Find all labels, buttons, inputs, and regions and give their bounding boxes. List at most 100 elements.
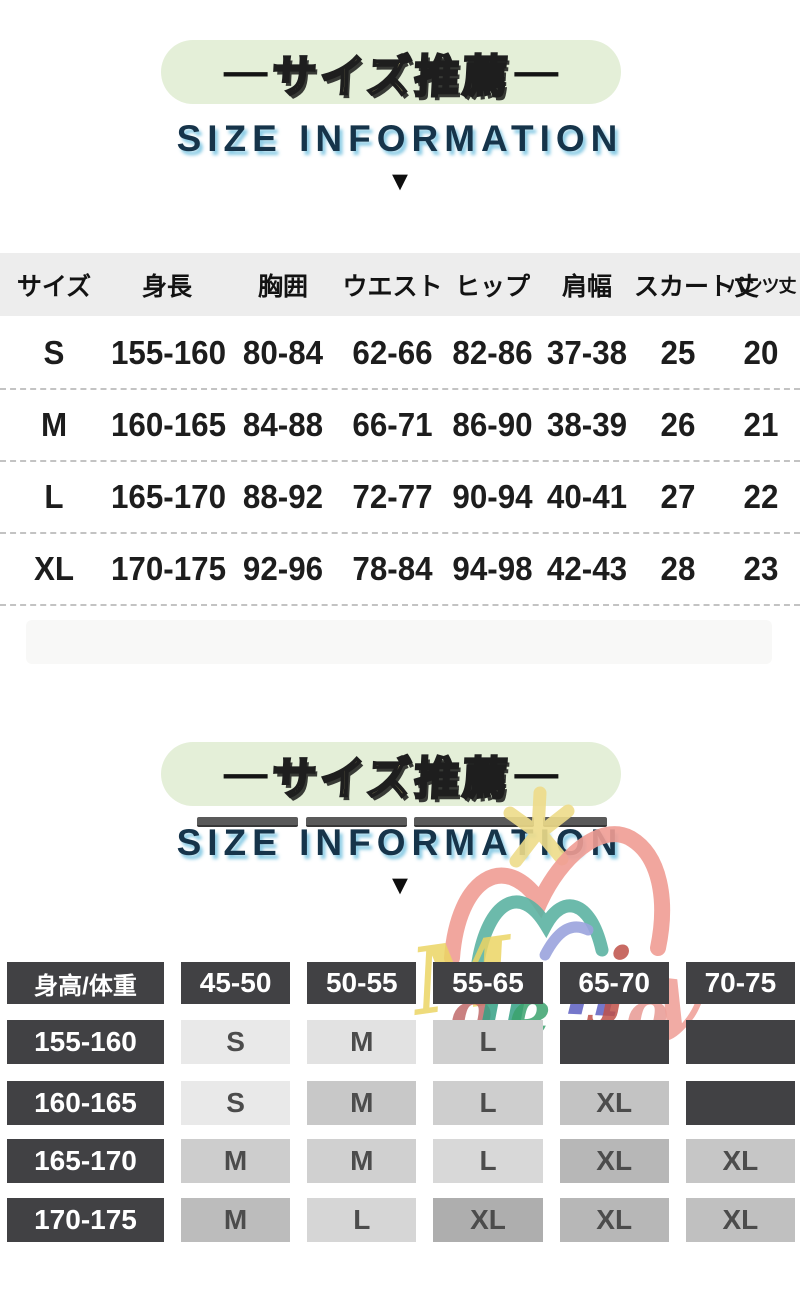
height-weight-header: 身高/体重	[7, 962, 164, 1004]
measurement-table-body: S 155-160 80-84 62-66 82-86 37-38 25 20 M 160-165…	[0, 318, 800, 606]
recommended-size-cell: XL	[433, 1198, 543, 1242]
measurement-value: 165-170	[110, 478, 227, 515]
size-label: L	[44, 478, 64, 515]
measurement-value: 86-90	[452, 406, 533, 443]
measurement-column-header: 肩幅	[561, 272, 612, 301]
section1-title-badge: — サイズ推薦 —	[161, 40, 621, 104]
recommended-size-cell: L	[307, 1198, 417, 1242]
measurement-value: 62-66	[352, 334, 433, 371]
measurement-value: 42-43	[546, 550, 628, 587]
recommended-size-cell: S	[181, 1020, 291, 1064]
height-range-label: 155-160	[7, 1020, 164, 1064]
weight-range-header: 55-65	[433, 962, 543, 1004]
recommended-size-cell: S	[181, 1081, 291, 1125]
measurement-column-header: サイズ	[16, 272, 92, 301]
badge-dash: —	[223, 47, 268, 96]
measurement-value: 27	[660, 478, 696, 515]
measurement-value: 40-41	[546, 478, 628, 515]
size-table-row: XL 170-175 92-96 78-84 94-98 42-43 28 23	[0, 534, 800, 606]
weight-range-header: 50-55	[307, 962, 417, 1004]
measurement-column-header: スカート丈	[634, 272, 760, 301]
section2-subtitle: SIZE INFORMATION	[176, 822, 624, 863]
measurement-value: 72-77	[352, 478, 433, 515]
unavailable-size-cell	[559, 1020, 669, 1064]
recommended-size-cell: XL	[559, 1081, 669, 1125]
measurement-value: 25	[660, 334, 696, 371]
measurement-value: 82-86	[452, 334, 533, 371]
measurement-value: 26	[660, 406, 696, 443]
measurement-value: 84-88	[242, 406, 324, 443]
measurement-value: 22	[743, 478, 779, 515]
measurement-value: 80-84	[242, 334, 324, 371]
measurement-value: 37-38	[546, 334, 628, 371]
divider-bar	[414, 817, 534, 827]
badge-dash: —	[514, 47, 559, 96]
unavailable-size-cell	[685, 1081, 795, 1125]
measurement-value: 28	[660, 550, 696, 587]
height-range-label: 170-175	[7, 1198, 164, 1242]
divider-bar	[543, 817, 607, 827]
badge-dash: —	[514, 749, 559, 798]
section2-title-badge: — サイズ推薦 —	[161, 742, 621, 806]
divider-bar	[197, 817, 298, 827]
measurement-column-header: パンツ丈	[726, 275, 797, 296]
recommended-size-cell: M	[307, 1081, 417, 1125]
size-table-row: M 160-165 84-88 66-71 86-90 38-39 26 21	[0, 390, 800, 462]
measurement-column-header: 身長	[141, 272, 192, 301]
height-weight-matrix: 身高/体重 45-50 50-55 55-65 65-70 70-75 155-160 S M L…	[0, 962, 800, 1252]
size-label: XL	[33, 550, 75, 587]
size-table-row: S 155-160 80-84 62-66 82-86 37-38 25 20	[0, 318, 800, 390]
measurement-value: 20	[743, 334, 779, 371]
divider-bar	[306, 817, 407, 827]
measurement-value: 160-165	[110, 406, 227, 443]
section1-title: サイズ推薦	[269, 49, 513, 102]
measurement-value: 21	[743, 406, 779, 443]
height-range-label: 160-165	[7, 1081, 164, 1125]
unavailable-size-cell	[685, 1020, 795, 1064]
weight-range-header: 65-70	[559, 962, 669, 1004]
recommended-size-cell: M	[181, 1139, 291, 1183]
matrix-row: 170-175 M L XL XL XL	[7, 1198, 795, 1242]
measurement-value: 94-98	[452, 550, 533, 587]
measurement-table-header: サイズ 身長 胸囲 ウエスト ヒップ 肩幅 スカート丈 パンツ丈	[0, 253, 800, 316]
down-arrow-icon: ▼	[386, 870, 414, 900]
height-range-label: 165-170	[7, 1139, 164, 1183]
measurement-value: 38-39	[546, 406, 628, 443]
weight-range-header: 45-50	[181, 962, 291, 1004]
size-label: S	[43, 334, 65, 371]
measurement-value: 90-94	[452, 478, 533, 515]
measurement-column-header: ウエスト	[342, 272, 443, 301]
measurement-value: 170-175	[110, 550, 227, 587]
matrix-header-row: 身高/体重 45-50 50-55 55-65 65-70 70-75	[7, 962, 795, 1004]
measurement-value: 92-96	[242, 550, 324, 587]
down-arrow-icon: ▼	[386, 166, 414, 196]
matrix-row: 155-160 S M L	[7, 1020, 795, 1064]
badge-dash: —	[223, 749, 268, 798]
measurement-value: 155-160	[110, 334, 227, 371]
section1-subtitle: SIZE INFORMATION	[176, 118, 624, 159]
recommended-size-cell: M	[181, 1198, 291, 1242]
size-label: M	[40, 406, 68, 443]
faint-ghost-band	[26, 620, 772, 664]
measurement-value: 66-71	[352, 406, 433, 443]
matrix-row: 165-170 M M L XL XL	[7, 1139, 795, 1183]
recommended-size-cell: L	[433, 1081, 543, 1125]
section2-title: サイズ推薦	[269, 751, 513, 804]
recommended-size-cell: M	[307, 1139, 417, 1183]
recommended-size-cell: XL	[559, 1198, 669, 1242]
weight-range-header: 70-75	[685, 962, 795, 1004]
measurement-column-header: 胸囲	[257, 272, 308, 301]
recommended-size-cell: XL	[685, 1139, 795, 1183]
recommended-size-cell: L	[433, 1020, 543, 1064]
measurement-value: 23	[743, 550, 779, 587]
recommended-size-cell: XL	[559, 1139, 669, 1183]
recommended-size-cell: L	[433, 1139, 543, 1183]
matrix-row: 160-165 S M L XL	[7, 1081, 795, 1125]
measurement-column-header: ヒップ	[454, 272, 530, 301]
measurement-value: 88-92	[242, 478, 324, 515]
recommended-size-cell: M	[307, 1020, 417, 1064]
measurement-value: 78-84	[352, 550, 433, 587]
size-table-row: L 165-170 88-92 72-77 90-94 40-41 27 22	[0, 462, 800, 534]
recommended-size-cell: XL	[685, 1198, 795, 1242]
